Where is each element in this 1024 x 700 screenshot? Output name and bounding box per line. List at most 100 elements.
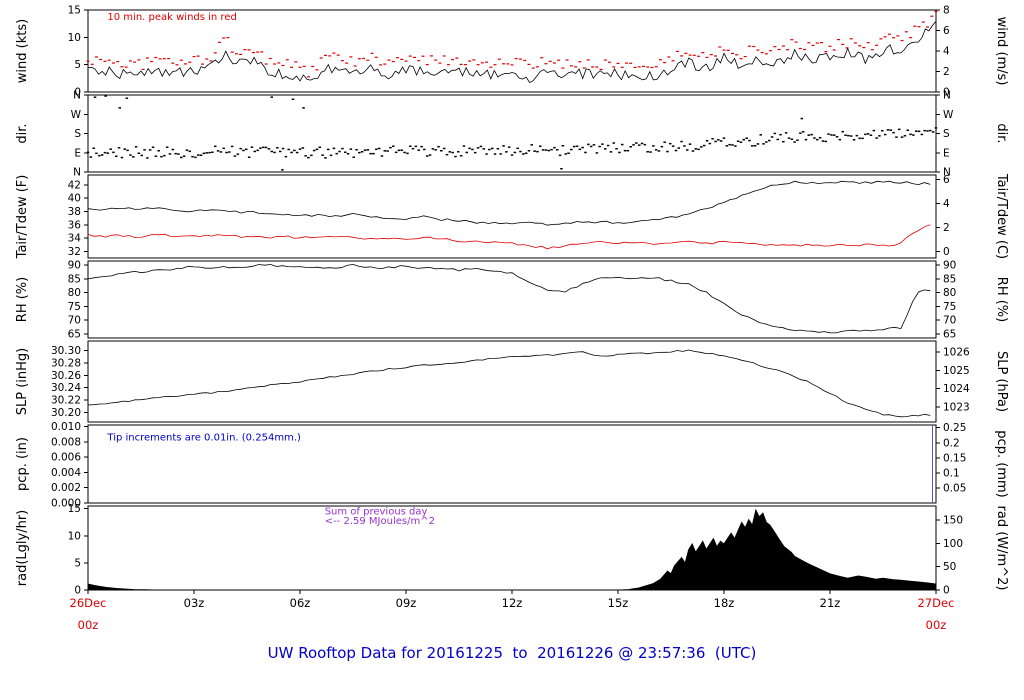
series-wind-direction [86,127,938,159]
left-tick-label: S [74,128,81,140]
left-tick-label: 34 [68,233,82,245]
right-tick-label: 4 [943,198,950,210]
right-tick-label: 2 [943,66,950,78]
left-tick-label: 30.20 [51,407,81,419]
left-tick-label: 30.30 [51,345,81,357]
right-tick-label: 0.15 [943,452,966,464]
left-axis-label: pcp. (in) [15,437,30,491]
x-tick-label-line2: 00z [78,618,99,632]
right-tick-label: 50 [943,561,956,573]
left-tick-label: 5 [74,557,81,569]
right-tick-label: W [943,109,954,121]
right-tick-label: 70 [943,315,956,327]
left-axis-label: wind (kts) [15,19,30,83]
left-tick-label: 0.004 [51,467,81,479]
right-tick-label: 0.2 [943,437,960,449]
left-tick-label: 30.24 [51,382,81,394]
right-tick-label: 150 [943,515,963,527]
right-tick-label: 65 [943,328,956,340]
right-tick-label: 1023 [943,402,970,414]
left-tick-label: 32 [68,246,81,258]
right-tick-label: 8 [943,5,950,17]
right-tick-label: 100 [943,538,963,550]
left-tick-label: 70 [68,315,81,327]
right-tick-label: 85 [943,273,956,285]
left-tick-label: 0 [74,87,81,99]
right-axis-label: Tair/Tdew (C) [994,173,1009,259]
panel-frame [87,94,937,173]
right-tick-label: 6 [943,174,950,186]
left-tick-label: 10 [68,32,81,44]
x-tick-label: 03z [184,596,205,610]
right-tick-label: 90 [943,260,956,272]
x-tick-label: 18z [714,596,735,610]
panel-frame [87,174,937,259]
left-axis-label: Tair/Tdew (F) [15,175,30,260]
x-tick-label: 06z [290,596,311,610]
right-tick-label: 0 [943,585,950,597]
left-tick-label: 0.002 [51,482,81,494]
right-tick-label: 0 [943,87,950,99]
series-sea-level-pressure [87,349,931,418]
annotation-rad: <-- 2.59 MJoules/m^2 [325,516,435,527]
left-tick-label: 85 [68,273,81,285]
left-tick-label: 0.000 [51,498,81,510]
annotation-wind: 10 min. peak winds in red [107,12,236,23]
right-tick-label: 0.05 [943,482,966,494]
left-tick-label: 65 [68,328,81,340]
left-axis-label: SLP (inHg) [15,348,30,416]
left-tick-label: 5 [74,59,81,71]
left-tick-label: 42 [68,179,81,191]
right-tick-label: E [943,147,950,159]
left-tick-label: W [71,109,82,121]
series-relative-humidity [87,263,931,334]
left-tick-label: 30.28 [51,357,81,369]
right-axis-label: dir. [994,123,1009,143]
x-tick-label: 12z [502,596,523,610]
left-tick-label: N [73,167,81,179]
x-tick-label-line2: 00z [926,618,947,632]
left-axis-label: RH (%) [15,277,30,322]
x-tick-label: 21z [820,596,841,610]
left-tick-label: 40 [68,193,81,205]
x-tick-label: 15z [608,596,629,610]
series-direction-outliers [93,95,803,171]
panel-wind: 0 5 10 15 0 2 4 6 8 wind (kts) wind (m/s) 10 min. p… [15,5,1009,99]
right-tick-label: 6 [943,25,950,37]
series-dew-point [87,224,931,250]
x-tick-label: 26Dec [70,596,107,610]
right-tick-label: 1024 [943,383,970,395]
series-peak-wind [86,10,938,78]
series-air-temperature [87,180,931,226]
x-tick-label: 09z [396,596,417,610]
left-tick-label: 75 [68,301,81,313]
right-tick-label: S [943,128,950,140]
chart-title: UW Rooftop Data for 20161225 to 20161226… [267,644,757,662]
left-axis-label: rad(Lgly/hr) [15,510,30,586]
annotation-pcp: Tip increments are 0.01in. (0.254mm.) [106,432,301,443]
right-axis-label: RH (%) [994,277,1009,322]
left-tick-label: E [74,147,81,159]
series-avg-wind [87,20,937,84]
right-tick-label: 80 [943,287,956,299]
left-axis-label: dir. [15,123,30,143]
left-tick-label: 36 [68,219,82,231]
right-tick-label: 1026 [943,346,970,358]
right-tick-label: N [943,167,951,179]
right-axis-label: wind (m/s) [994,17,1009,86]
right-tick-label: 1025 [943,365,970,377]
annotation-rad: Sum of previous day [325,507,428,518]
left-tick-label: 30.26 [51,370,81,382]
right-tick-label: 4 [943,46,950,58]
left-tick-label: 15 [68,5,81,17]
left-tick-label: 10 [68,530,81,542]
right-axis-label: pcp. (mm) [994,430,1009,497]
left-tick-label: 0.006 [51,452,81,464]
x-tick-label: 27Dec [918,596,955,610]
